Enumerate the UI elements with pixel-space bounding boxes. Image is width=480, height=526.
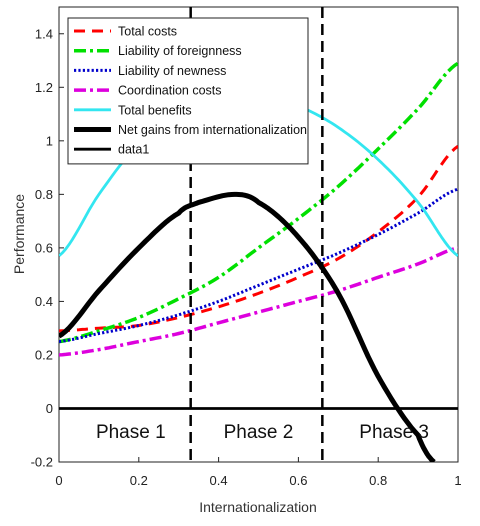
y-tick-label: 1 (46, 133, 53, 148)
legend-label: data1 (118, 143, 149, 157)
phase-label: Phase 3 (359, 422, 429, 443)
phase-label: Phase 1 (96, 422, 166, 443)
series-line (59, 145, 458, 333)
x-tick-label: 0.6 (289, 473, 307, 488)
legend-label: Liability of foreignness (118, 44, 242, 58)
y-tick-label: 0.2 (35, 347, 53, 362)
legend-label: Coordination costs (118, 84, 222, 98)
x-tick-label: 0 (55, 473, 62, 488)
ticks-layer: 0 0.2 0.4 0.6 0.8 1-0.200.20.40.60.811.21.4 (31, 26, 462, 488)
y-tick-label: 1.4 (35, 26, 53, 41)
x-tick-label: 0.8 (369, 473, 387, 488)
y-axis-label: Performance (11, 194, 27, 274)
y-tick-label: 0.4 (35, 294, 53, 309)
legend-label: Total benefits (118, 103, 192, 117)
series-line (59, 187, 458, 344)
x-axis-label: Internationalization (199, 499, 317, 515)
y-tick-label: 0.6 (35, 240, 53, 255)
y-tick-label: -0.2 (31, 455, 53, 470)
phase-label: Phase 2 (224, 422, 294, 443)
x-tick-label: 0.2 (130, 473, 148, 488)
y-tick-label: 1.2 (35, 80, 53, 95)
legend: Total costs Liability of foreignness Liabi… (67, 17, 309, 165)
x-tick-label: 1 (454, 473, 461, 488)
legend-label: Net gains from internationalization (118, 123, 307, 137)
series-line (59, 61, 458, 344)
legend-label: Total costs (118, 25, 177, 39)
y-tick-label: 0 (46, 401, 53, 416)
legend-label: Liability of newness (118, 64, 226, 78)
phase-layer: Phase 1 Phase 2 Phase 3 (96, 7, 429, 462)
series-line (59, 191, 436, 462)
x-tick-label: 0.4 (210, 473, 228, 488)
y-tick-label: 0.8 (35, 187, 53, 202)
